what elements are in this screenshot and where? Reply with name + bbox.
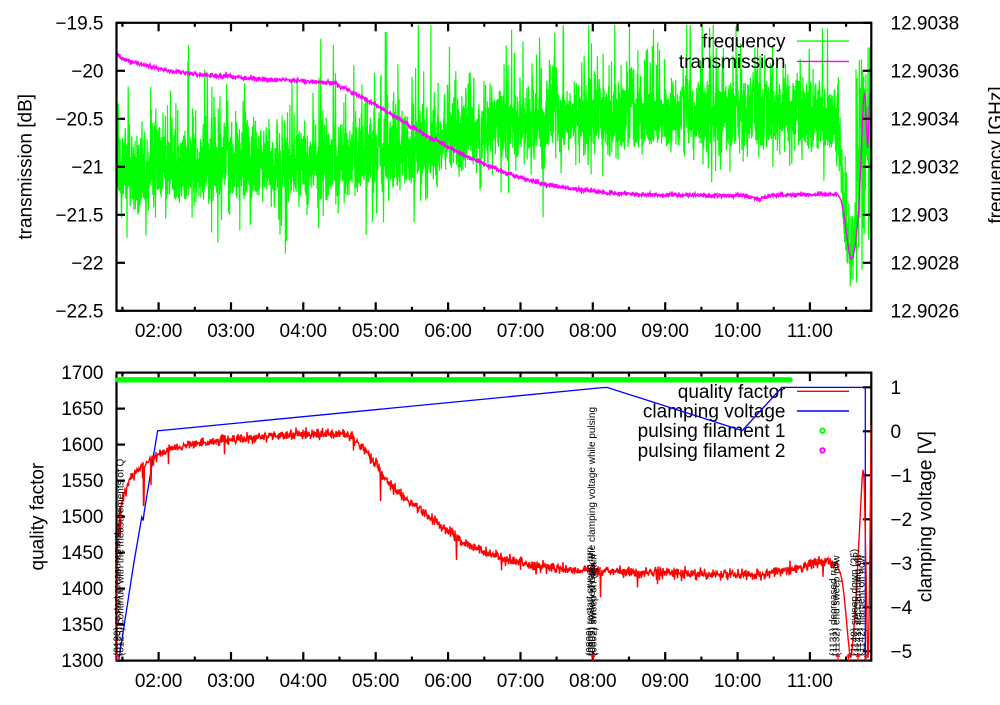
svg-text:−3: −3 xyxy=(891,554,913,575)
svg-text:1450: 1450 xyxy=(61,543,103,564)
svg-text:1550: 1550 xyxy=(61,471,103,492)
svg-text:03:00: 03:00 xyxy=(207,671,255,692)
svg-text:(0802) sweep on again: (0802) sweep on again xyxy=(589,554,600,656)
svg-text:07:00: 07:00 xyxy=(497,671,545,692)
svg-text:clamping voltage [V]: clamping voltage [V] xyxy=(916,431,937,602)
svg-text:08:00: 08:00 xyxy=(569,671,617,692)
svg-text:0: 0 xyxy=(891,422,902,443)
svg-text:1: 1 xyxy=(891,378,902,399)
svg-text:03:00: 03:00 xyxy=(207,321,255,342)
svg-text:02:00: 02:00 xyxy=(135,671,183,692)
svg-text:1400: 1400 xyxy=(61,579,103,600)
svg-text:06:00: 06:00 xyxy=(424,671,472,692)
svg-text:−20.5: −20.5 xyxy=(55,109,103,130)
svg-text:1500: 1500 xyxy=(61,507,103,528)
svg-text:08:00: 08:00 xyxy=(569,321,617,342)
svg-text:12.9028: 12.9028 xyxy=(891,253,960,274)
svg-text:pulsing filament 2: pulsing filament 2 xyxy=(638,441,786,462)
svg-text:frequency: frequency xyxy=(702,32,786,53)
svg-text:clamping voltage: clamping voltage xyxy=(643,402,786,423)
svg-text:transmission [dB]: transmission [dB] xyxy=(16,94,37,240)
svg-text:(1142) filament off now: (1142) filament off now xyxy=(856,554,867,656)
svg-text:(0120) restart measurement: (0120) restart measurement xyxy=(113,532,124,656)
svg-text:−4: −4 xyxy=(891,598,913,619)
svg-text:1300: 1300 xyxy=(61,651,103,672)
svg-text:12.903: 12.903 xyxy=(891,205,949,226)
svg-text:pulsing filament 1: pulsing filament 1 xyxy=(638,421,786,442)
svg-text:−1: −1 xyxy=(891,466,913,487)
svg-text:1650: 1650 xyxy=(61,399,103,420)
svg-text:−2: −2 xyxy=(891,510,913,531)
svg-text:−21.5: −21.5 xyxy=(55,205,103,226)
svg-text:−5: −5 xyxy=(891,642,913,663)
svg-text:12.9034: 12.9034 xyxy=(891,109,960,130)
svg-text:quality factor: quality factor xyxy=(678,382,786,403)
svg-text:12.9032: 12.9032 xyxy=(891,157,960,178)
svg-text:(0805) switched back the clamp: (0805) switched back the clamping voltag… xyxy=(587,407,598,656)
svg-text:04:00: 04:00 xyxy=(280,321,328,342)
svg-text:(1132) end sweep now: (1132) end sweep now xyxy=(832,555,843,656)
svg-text:(1141) set clamping off: (1141) set clamping off xyxy=(853,555,864,656)
svg-text:−22: −22 xyxy=(71,253,103,274)
svg-text:05:00: 05:00 xyxy=(352,321,400,342)
svg-text:(1140) sweep down (25): (1140) sweep down (25) xyxy=(850,549,861,656)
svg-text:frequency [GHz]: frequency [GHz] xyxy=(986,86,1000,223)
svg-text:10:00: 10:00 xyxy=(714,321,762,342)
svg-text:04:00: 04:00 xyxy=(280,671,328,692)
svg-text:02:00: 02:00 xyxy=(135,321,183,342)
svg-text:09:00: 09:00 xyxy=(641,321,689,342)
svg-text:12.9036: 12.9036 xyxy=(891,61,960,82)
svg-text:11:00: 11:00 xyxy=(787,321,833,342)
svg-text:(0125) continue with the measu: (0125) continue with the measurements of… xyxy=(116,458,127,656)
svg-text:1350: 1350 xyxy=(61,615,103,636)
svg-text:11:00: 11:00 xyxy=(787,671,833,692)
svg-text:1700: 1700 xyxy=(61,363,103,384)
svg-text:−20: −20 xyxy=(71,61,103,82)
svg-text:−21: −21 xyxy=(71,157,103,178)
svg-text:(1131) decreased run: (1131) decreased run xyxy=(829,561,840,656)
svg-text:−19.5: −19.5 xyxy=(55,13,103,34)
svg-text:12.9026: 12.9026 xyxy=(891,301,960,322)
svg-text:−22.5: −22.5 xyxy=(55,301,103,322)
svg-text:transmission: transmission xyxy=(679,52,786,73)
svg-text:07:00: 07:00 xyxy=(497,321,545,342)
svg-text:(0800) restart sweep run: (0800) restart sweep run xyxy=(585,547,596,656)
svg-text:12.9038: 12.9038 xyxy=(891,13,960,34)
svg-text:quality factor: quality factor xyxy=(28,462,49,570)
svg-text:09:00: 09:00 xyxy=(641,671,689,692)
svg-text:05:00: 05:00 xyxy=(352,671,400,692)
svg-text:06:00: 06:00 xyxy=(424,321,472,342)
svg-text:1600: 1600 xyxy=(61,435,103,456)
svg-text:10:00: 10:00 xyxy=(714,671,762,692)
